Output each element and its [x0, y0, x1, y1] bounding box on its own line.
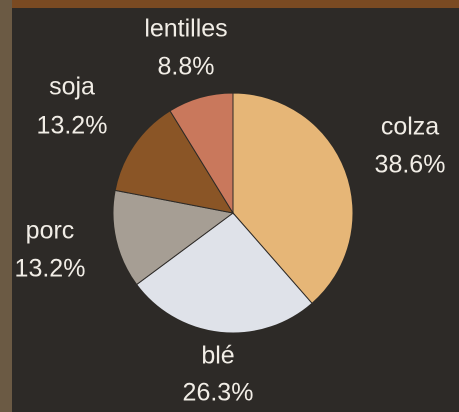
slice-label: colza	[381, 113, 439, 141]
slice-label: porc	[26, 217, 75, 245]
pie-slice	[114, 110, 235, 214]
top-band	[0, 0, 459, 8]
pie	[112, 92, 354, 334]
pie-slice	[135, 212, 313, 334]
left-photo-strip	[0, 0, 12, 412]
pie-slice	[232, 92, 354, 305]
value-label: 38.6%	[375, 151, 446, 179]
slice-label: soja	[49, 73, 95, 101]
pie-slice	[112, 189, 235, 286]
value-label: 26.3%	[183, 379, 254, 407]
slice-label: lentilles	[144, 15, 227, 43]
labels: colza 38.6% blé 26.3% porc 13.2% soja 13.2% lent…	[15, 15, 446, 407]
pie-slice	[169, 92, 234, 215]
value-label: 13.2%	[37, 112, 108, 140]
slice-label: blé	[201, 342, 234, 370]
value-label: 8.8%	[158, 53, 215, 81]
value-label: 13.2%	[15, 255, 86, 283]
